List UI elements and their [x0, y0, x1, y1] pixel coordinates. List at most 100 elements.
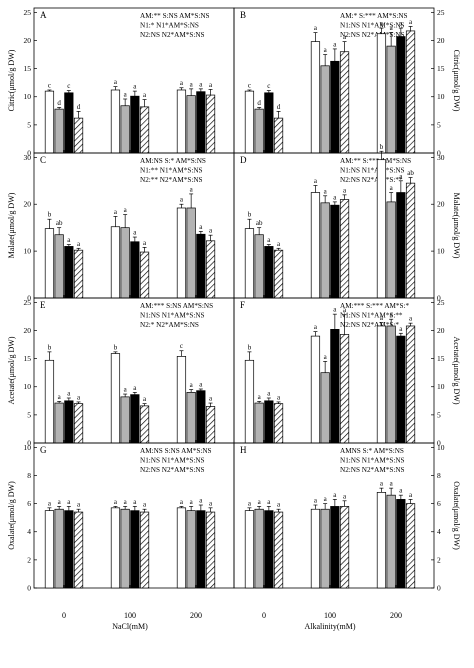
y-axis-title: Acetate(μmol/g DW)	[452, 336, 461, 404]
panel-g: 0 2 4 6 8 10 Oxalate(μmol/g DW) G AM:NS S:NS AM*…	[7, 442, 235, 593]
y-tick-label: 25	[437, 298, 445, 307]
bar	[186, 95, 196, 154]
significance-letter: a	[390, 311, 394, 319]
y-tick-label: 10	[24, 443, 32, 452]
significance-letter: a	[267, 389, 271, 397]
significance-letter: b	[248, 343, 252, 351]
panel-e: 0 5 10 15 20 25 Acetate(μmol/g DW) E AM:*** S:NS…	[7, 297, 235, 448]
bar	[339, 199, 350, 299]
significance-letter: a	[180, 498, 184, 506]
stats-text: N1:NS N1*AM*S:**	[340, 312, 403, 320]
y-tick-label: 0	[437, 149, 441, 158]
significance-letter: a	[380, 480, 384, 488]
panel-letter: C	[40, 155, 46, 165]
y-tick-label: 10	[24, 92, 32, 101]
bar	[54, 508, 64, 589]
bar	[273, 511, 284, 589]
y-tick-label: 10	[437, 382, 445, 391]
y-tick-label: 0	[27, 439, 31, 448]
bar	[254, 508, 264, 589]
stats-text: N2:NS N2*AM*S:**	[340, 176, 403, 184]
bar	[120, 396, 130, 444]
stats-text: N1:NS N1*AM*S:NS	[340, 22, 405, 30]
significance-letter: a	[77, 501, 81, 509]
bar	[330, 506, 340, 589]
y-tick-label: 15	[24, 354, 32, 363]
bar	[376, 325, 387, 444]
bar	[386, 201, 396, 299]
significance-letter: a	[333, 491, 337, 499]
stats-text: N2:NS N2*AM*S:*	[340, 321, 399, 329]
bar	[264, 400, 274, 444]
stats-text: AM:*** S:*** AM*S:*	[340, 302, 410, 310]
bar	[310, 41, 321, 154]
bar	[196, 233, 206, 299]
bar	[254, 234, 264, 299]
significance-letter: a	[209, 499, 213, 507]
bar	[405, 30, 416, 154]
y-axis-title: Citric(μmol/g DW)	[7, 49, 16, 111]
bar	[254, 108, 264, 154]
bar	[244, 228, 255, 299]
significance-letter: a	[133, 384, 137, 392]
bar	[330, 329, 340, 444]
bar	[139, 511, 150, 589]
bar	[376, 492, 387, 589]
panel-f: 0 5 10 15 20 25 Acetate(μmol/g DW) F AM:*** S:**…	[233, 297, 461, 448]
y-tick-label: 0	[27, 294, 31, 303]
significance-letter: a	[133, 83, 137, 91]
significance-letter: d	[77, 103, 81, 111]
stats-text: N1:NS N1*AM*S:NS	[140, 457, 205, 465]
y-tick-label: 25	[437, 8, 445, 17]
bar	[64, 400, 74, 444]
x-group-label-right-2: 200	[390, 611, 402, 620]
panel-letter: B	[240, 10, 246, 20]
bar	[386, 325, 396, 444]
significance-letter: c	[67, 82, 70, 90]
significance-letter: a	[209, 81, 213, 89]
bar	[176, 89, 187, 154]
bar	[273, 117, 284, 154]
bar	[120, 508, 130, 589]
significance-letter: ab	[407, 169, 414, 177]
bar	[244, 510, 255, 589]
bar	[186, 392, 196, 444]
bar	[376, 159, 387, 299]
panel-d: 0 10 20 30 Malate(μmol/g DW) D AM:** S:*** AM*…	[233, 143, 461, 303]
significance-letter: a	[77, 240, 81, 248]
significance-letter: a	[399, 487, 403, 495]
significance-letter: a	[399, 325, 403, 333]
bar	[320, 65, 330, 154]
stats-text: AM:** S:NS AM*S:NS	[140, 12, 210, 20]
significance-letter: a	[314, 497, 318, 505]
significance-letter: d	[57, 99, 61, 107]
y-tick-label: 0	[437, 584, 441, 593]
x-group-label-left-0: 0	[62, 611, 66, 620]
bar	[273, 403, 284, 444]
y-tick-label: 6	[437, 499, 441, 508]
y-tick-label: 0	[27, 149, 31, 158]
bar	[273, 249, 284, 299]
significance-letter: a	[333, 40, 337, 48]
significance-letter: a	[48, 499, 52, 507]
significance-letter: a	[58, 498, 62, 506]
significance-letter: a	[343, 33, 347, 41]
bar	[110, 507, 121, 589]
y-tick-label: 10	[24, 247, 32, 256]
bar	[264, 246, 274, 299]
significance-letter: a	[190, 185, 194, 193]
bar	[386, 494, 396, 589]
panel-h: 0 2 4 6 8 10 Oxalate(μmol/g DW) H AMNS S:* AM*S:…	[233, 442, 461, 593]
y-tick-label: 20	[24, 36, 32, 45]
x-group-label-right-0: 0	[262, 611, 266, 620]
bar	[196, 510, 206, 589]
bar	[396, 192, 406, 299]
bar	[264, 92, 274, 154]
bar	[176, 207, 187, 299]
bar	[130, 241, 140, 299]
y-tick-label: 5	[437, 120, 441, 129]
significance-letter: a	[277, 240, 281, 248]
y-tick-label: 0	[437, 439, 441, 448]
significance-letter: a	[248, 499, 252, 507]
significance-letter: b	[48, 211, 52, 219]
